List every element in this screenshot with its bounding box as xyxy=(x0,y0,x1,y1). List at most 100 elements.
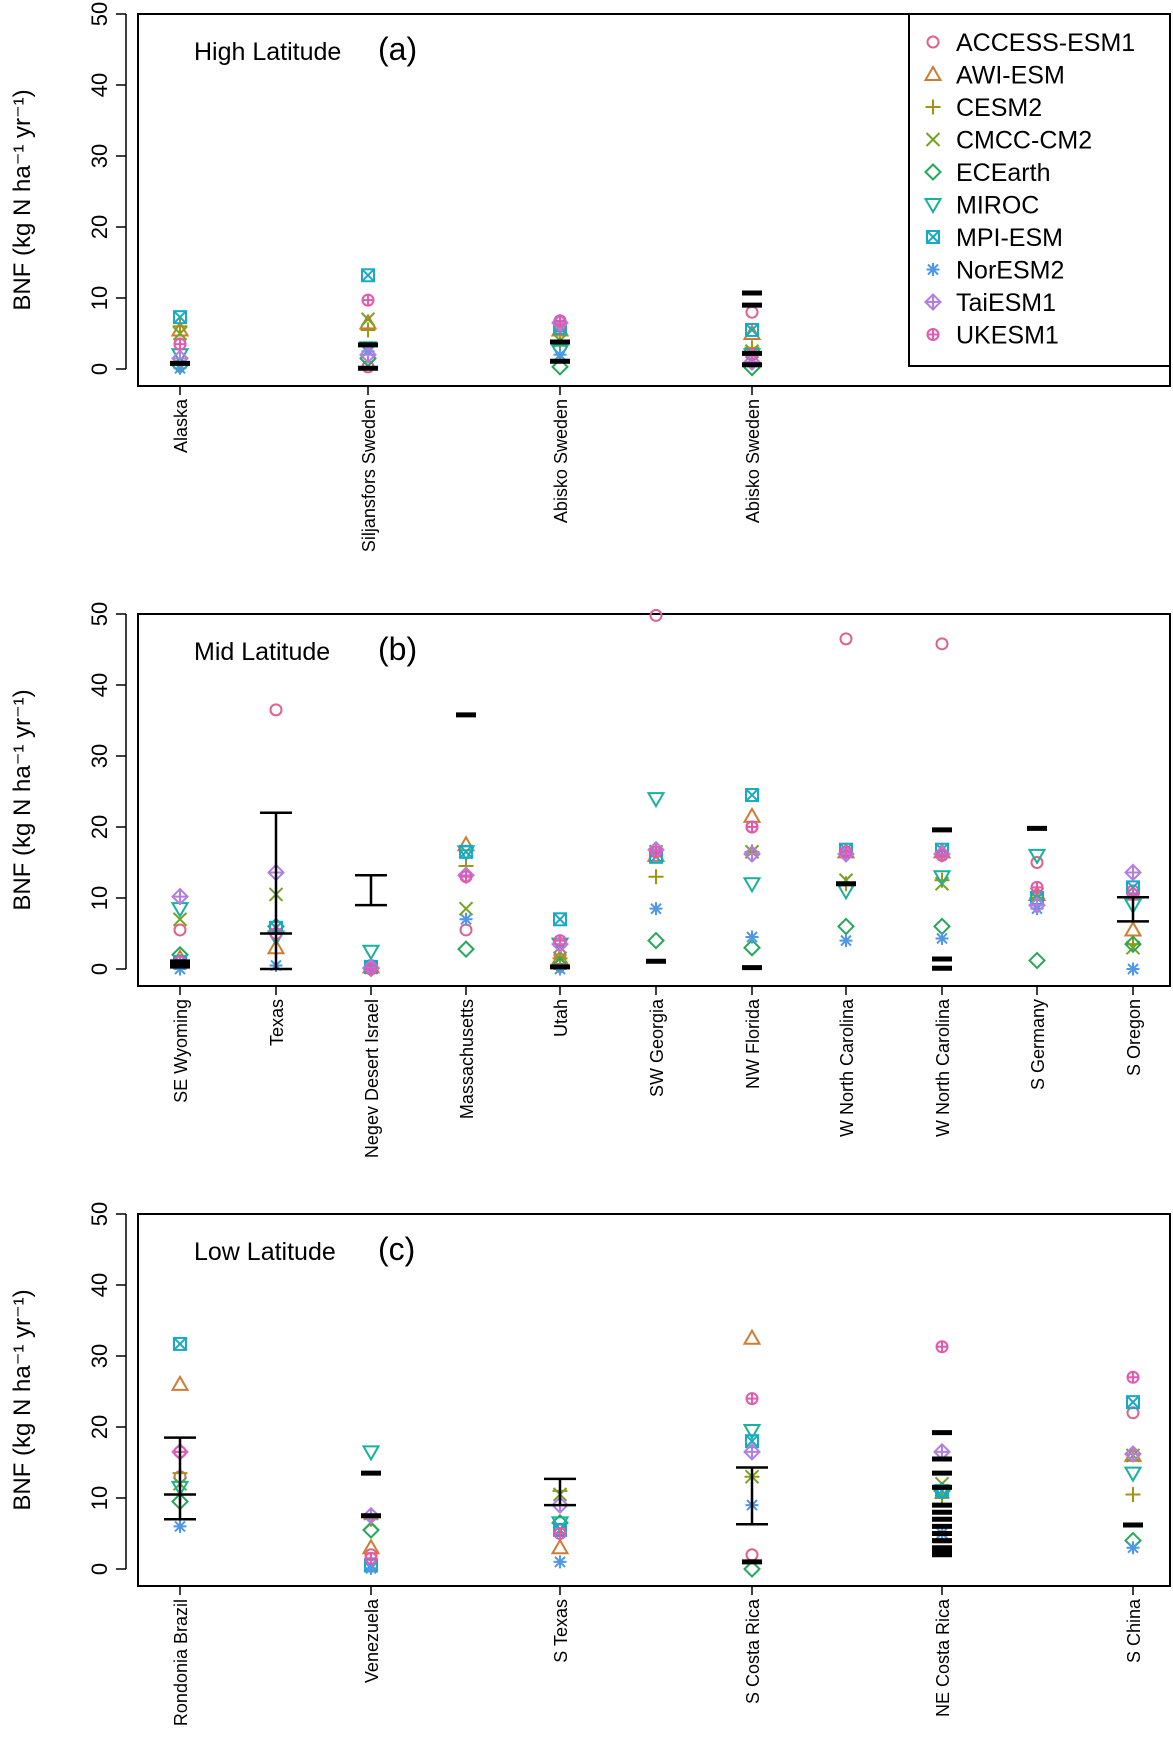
point-mpi-esm xyxy=(173,310,187,325)
point-taiesm1 xyxy=(1124,1445,1142,1463)
point-taiesm1-inner xyxy=(360,347,376,363)
point-cmcc-cm2 xyxy=(172,912,188,927)
y-tick-label: 50 xyxy=(87,602,112,626)
point-mpi-esm-inner xyxy=(459,845,473,859)
legend-label-taiesm1: TaiESM1 xyxy=(956,289,1056,317)
y-tick-label: 30 xyxy=(87,144,112,168)
point-miroc xyxy=(742,1424,762,1441)
point-noresm2 xyxy=(173,361,187,375)
point-cmcc-cm2 xyxy=(172,326,188,341)
x-tick-label-se-wyoming: SE Wyoming xyxy=(171,999,191,1103)
x-tick-label-s-oregon: S Oregon xyxy=(1124,999,1144,1076)
x-axis-labels: SE Wyoming Texas Negev Desert Israel Massac… xyxy=(171,986,1144,1158)
point-ukesm1 xyxy=(364,1551,378,1565)
point-ecearth xyxy=(457,940,475,959)
point-noresm2 xyxy=(553,1555,567,1569)
point-awi-esm xyxy=(742,806,762,823)
point-cesm2-shape xyxy=(1125,1486,1141,1502)
point-awi-esm-shape xyxy=(456,835,476,852)
point-access-esm1 xyxy=(745,1548,759,1562)
point-taiesm1-inner xyxy=(1125,864,1141,880)
point-noresm2-shape xyxy=(1126,962,1140,976)
point-awi-esm xyxy=(1123,920,1143,937)
point-ecearth-shape xyxy=(743,938,761,957)
y-tick-label: 0 xyxy=(87,963,112,975)
point-mpi-esm-shape xyxy=(173,310,187,325)
point-awi-esm xyxy=(742,1328,762,1345)
legend-item-cesm2: CESM2 xyxy=(925,94,1042,122)
point-miroc-shape xyxy=(646,792,666,809)
point-miroc-shape xyxy=(742,1424,762,1441)
y-axis: 0 10 20 30 40 50 xyxy=(87,602,127,975)
legend-label-miroc: MIROC xyxy=(956,192,1039,220)
legend-label-ukesm1: UKESM1 xyxy=(956,322,1059,350)
x-tick-label-s-costa-rica: S Costa Rica xyxy=(743,1598,763,1704)
point-cesm2 xyxy=(648,869,664,885)
point-mpi-esm-inner xyxy=(1126,1395,1140,1409)
plot-frame xyxy=(137,613,1171,987)
legend-label-ecearth: ECEarth xyxy=(956,159,1050,187)
legend-marker-ecearth-shape xyxy=(924,163,942,181)
point-noresm2-shape xyxy=(839,934,853,948)
point-cmcc-cm2 xyxy=(458,901,474,916)
legend-label-mpi-esm: MPI-ESM xyxy=(956,224,1063,252)
y-axis-label: BNF (kg N ha⁻¹ yr⁻¹) xyxy=(9,1289,36,1510)
point-mpi-esm xyxy=(745,322,759,337)
x-tick-label-abisko-sweden: Abisko Sweden xyxy=(551,399,571,523)
point-awi-esm-shape xyxy=(361,1538,381,1555)
y-tick-label: 40 xyxy=(87,73,112,97)
point-access-esm1-shape xyxy=(839,632,853,646)
point-ukesm1-inner xyxy=(1031,881,1043,893)
point-access-esm1 xyxy=(269,703,283,717)
point-taiesm1 xyxy=(359,345,377,364)
point-ukesm1 xyxy=(745,820,759,834)
point-ecearth xyxy=(551,357,569,376)
point-cesm2-shape xyxy=(172,318,188,334)
point-noresm2-shape xyxy=(935,931,949,945)
point-ukesm1-inner xyxy=(460,871,472,883)
point-ukesm1-inner xyxy=(840,846,852,858)
point-miroc xyxy=(361,944,381,961)
point-ukesm1-inner xyxy=(362,294,374,306)
point-access-esm1-shape xyxy=(649,608,663,622)
legend-marker-cesm2-shape xyxy=(925,99,941,115)
y-tick-label: 40 xyxy=(87,673,112,697)
point-noresm2 xyxy=(173,1519,187,1533)
legend-item-ecearth: ECEarth xyxy=(924,159,1050,187)
point-miroc xyxy=(1027,848,1047,865)
point-ecearth-shape xyxy=(457,940,475,959)
point-cmcc-cm2-shape xyxy=(172,326,188,341)
point-taiesm1 xyxy=(743,845,761,863)
point-mpi-esm xyxy=(1126,1395,1140,1410)
x-tick-label-s-germany: S Germany xyxy=(1028,999,1048,1090)
point-ukesm1 xyxy=(649,845,663,859)
point-cmcc-cm2 xyxy=(1125,940,1141,955)
point-noresm2 xyxy=(364,1561,378,1575)
point-access-esm1-shape xyxy=(1030,856,1044,869)
y-tick-label: 0 xyxy=(87,363,112,375)
x-tick-label-massachusetts: Massachusetts xyxy=(457,999,477,1119)
point-cesm2 xyxy=(172,318,188,334)
point-ukesm1 xyxy=(173,337,187,351)
point-ukesm1 xyxy=(553,934,567,948)
y-tick-label: 40 xyxy=(87,1273,112,1297)
point-noresm2-shape xyxy=(1126,1541,1140,1555)
x-axis-labels: Rondonia Brazil Venezuela S Texas S Costa R… xyxy=(171,1586,1144,1726)
point-access-esm1 xyxy=(173,923,187,937)
point-access-esm1-shape xyxy=(935,637,949,651)
point-noresm2-shape xyxy=(173,361,187,375)
point-awi-esm xyxy=(170,1374,190,1391)
point-mpi-esm-inner xyxy=(745,323,759,337)
legend-marker-awi-esm xyxy=(923,64,943,81)
point-miroc xyxy=(1123,1466,1143,1483)
point-ecearth xyxy=(933,917,951,936)
point-access-esm1 xyxy=(459,923,473,937)
point-cmcc-cm2 xyxy=(360,312,376,327)
point-ukesm1 xyxy=(361,293,375,307)
point-access-esm1 xyxy=(935,637,949,651)
point-mpi-esm xyxy=(361,268,375,283)
point-ukesm1 xyxy=(553,314,567,328)
point-ecearth-shape xyxy=(743,1560,761,1578)
legend-item-noresm2: NorESM2 xyxy=(926,257,1064,285)
